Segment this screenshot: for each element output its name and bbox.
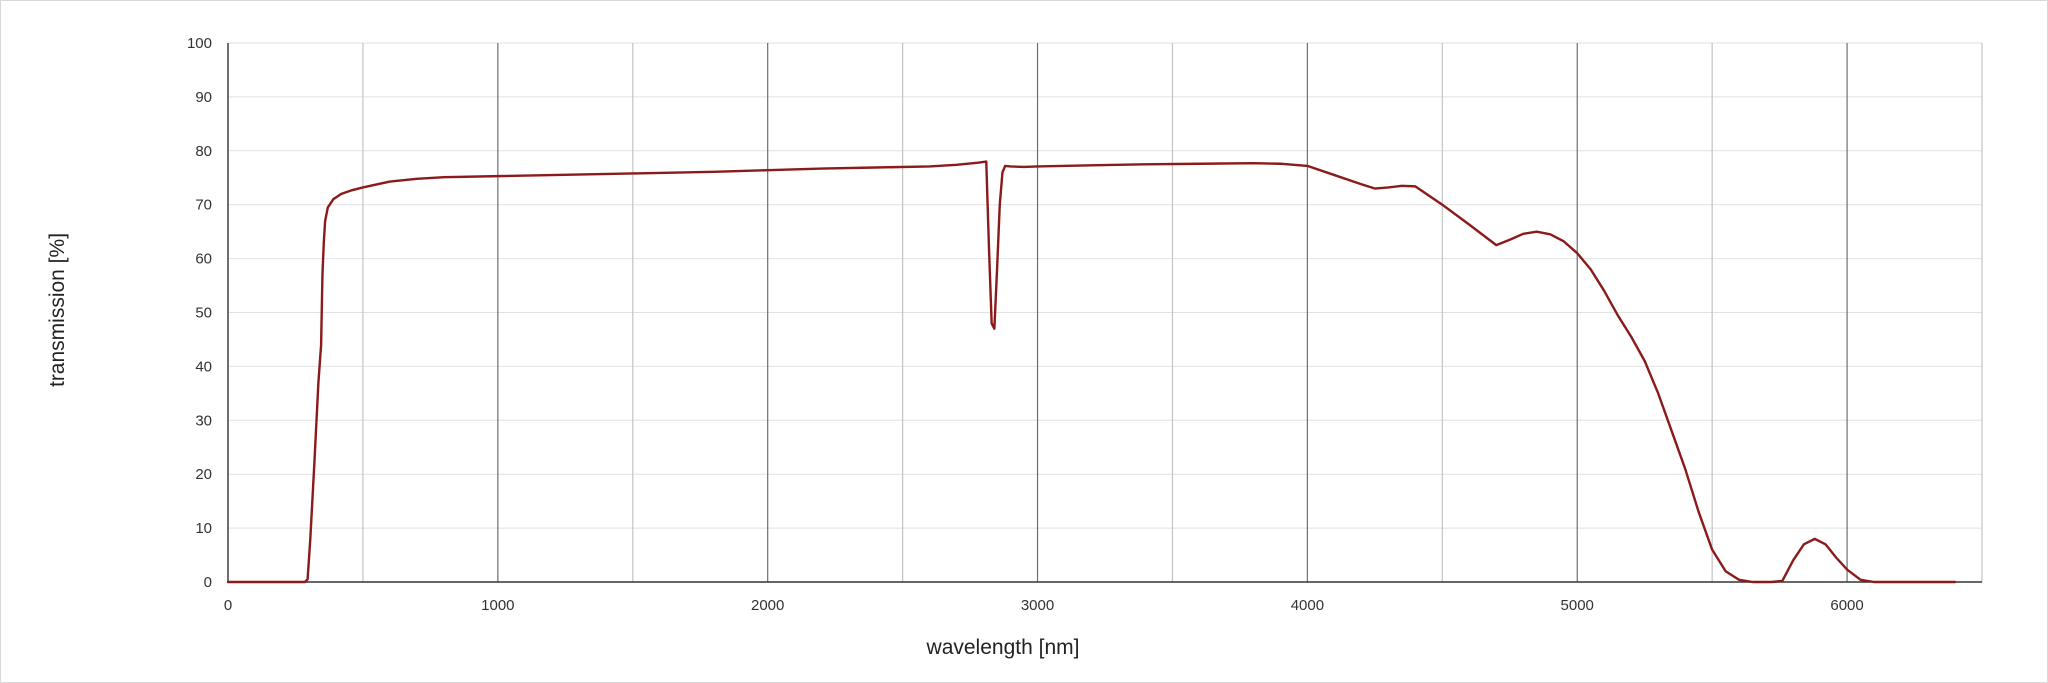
y-tick-label-100: 100 (187, 35, 212, 52)
y-tick-label-20: 20 (195, 466, 212, 483)
y-tick-label-60: 60 (195, 251, 212, 268)
x-tick-label-0: 0 (224, 597, 232, 614)
x-tick-label-4000: 4000 (1291, 597, 1324, 614)
x-tick-label-2000: 2000 (751, 597, 784, 614)
x-tick-label-3000: 3000 (1021, 597, 1054, 614)
x-tick-label-1000: 1000 (481, 597, 514, 614)
y-tick-label-80: 80 (195, 143, 212, 160)
y-tick-label-40: 40 (195, 358, 212, 375)
x-axis-title: wavelength [nm] (926, 636, 1080, 659)
y-tick-label-10: 10 (195, 520, 212, 537)
y-tick-label-50: 50 (195, 305, 212, 322)
tick-labels: 0 1000 2000 3000 4000 5000 6000 0 10 20 30 40 50 60 70… (187, 35, 1864, 614)
y-axis-title: transmission [%] (46, 233, 69, 387)
y-tick-label-90: 90 (195, 89, 212, 106)
y-tick-label-0: 0 (204, 574, 212, 591)
grid (228, 42, 1983, 582)
x-tick-label-5000: 5000 (1561, 597, 1594, 614)
x-tick-label-6000: 6000 (1830, 597, 1863, 614)
series-line-0 (226, 160, 1957, 584)
y-tick-label-30: 30 (195, 412, 212, 429)
series-layer (226, 160, 1957, 584)
y-tick-label-70: 70 (195, 197, 212, 214)
axes (227, 43, 1982, 583)
